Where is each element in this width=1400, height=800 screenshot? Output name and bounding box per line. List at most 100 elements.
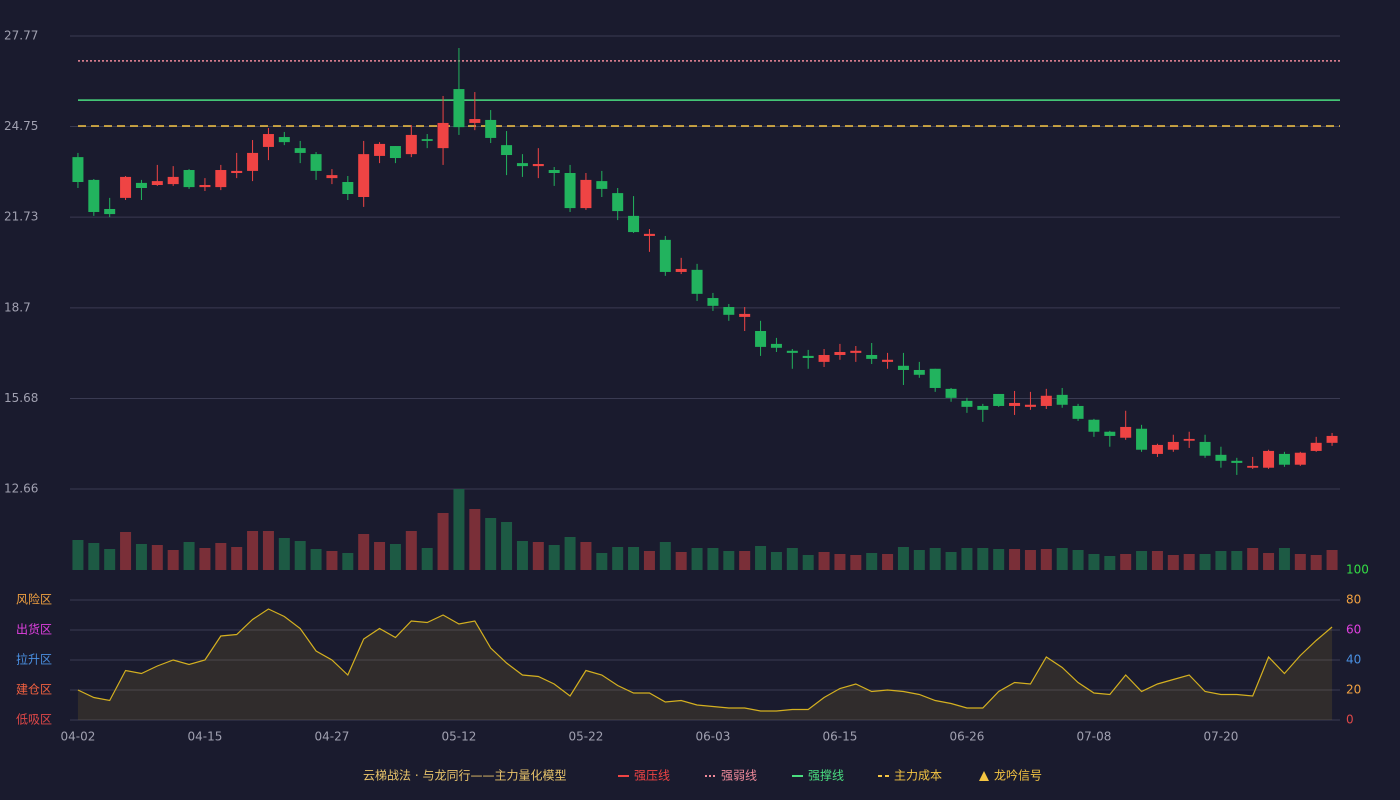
candle-body: [1056, 394, 1068, 405]
candle-body: [786, 350, 798, 353]
volume-bar: [1215, 551, 1227, 570]
candle-body: [1167, 441, 1179, 450]
legend-label: 强撑线: [808, 768, 844, 783]
candle-body: [1009, 402, 1021, 406]
volume-bar: [1294, 554, 1306, 570]
volume-bar: [945, 552, 957, 570]
candle-body: [326, 175, 338, 179]
volume-bar: [1310, 555, 1322, 570]
candle-body: [675, 268, 687, 272]
volume-bar: [786, 548, 798, 570]
volume-bar: [532, 542, 544, 570]
y-tick-label: 21.73: [4, 210, 38, 224]
candle-body: [659, 239, 671, 272]
candle-body: [739, 313, 751, 317]
volume-bar: [913, 550, 925, 570]
volume-bar: [1024, 550, 1036, 570]
y-tick-label: 0: [1346, 713, 1354, 727]
candle-body: [770, 343, 782, 348]
candle-body: [1247, 465, 1259, 468]
volume-bar: [723, 551, 735, 570]
volume-bar: [929, 548, 941, 570]
volume-bar: [247, 531, 259, 570]
candle-body: [1294, 452, 1306, 465]
candle-body: [1072, 405, 1084, 419]
volume-bar: [1278, 548, 1290, 570]
candle-body: [374, 143, 386, 156]
candle-body: [612, 193, 624, 212]
y-tick-label: 20: [1346, 683, 1361, 697]
volume-bar: [1167, 555, 1179, 570]
x-tick-label: 04-27: [315, 730, 350, 744]
volume-bar: [643, 551, 655, 570]
volume-bar: [707, 548, 719, 570]
x-tick-label: 05-12: [442, 730, 477, 744]
candle-body: [1310, 442, 1322, 451]
volume-bar: [1088, 554, 1100, 570]
zone-label: 低吸区: [16, 713, 52, 727]
candle-body: [1120, 426, 1132, 438]
candle-body: [564, 173, 576, 209]
candle-body: [596, 181, 608, 189]
candle-body: [1326, 435, 1338, 443]
candle-body: [897, 365, 909, 370]
volume-bar: [72, 540, 84, 570]
candle-body: [1151, 444, 1163, 454]
volume-bar: [612, 547, 624, 570]
candle-body: [993, 393, 1005, 406]
volume-bar: [628, 547, 640, 570]
candle-body: [262, 134, 274, 147]
y-tick-label: 60: [1346, 623, 1361, 637]
candle-body: [294, 148, 306, 153]
volume-bar: [358, 534, 370, 570]
y-tick-label: 18.7: [4, 300, 31, 314]
volume-bar: [691, 548, 703, 570]
zone-label: 拉升区: [16, 652, 52, 667]
volume-bar: [1136, 551, 1148, 570]
y-tick-label: 27.77: [4, 29, 38, 43]
volume-bar: [802, 555, 814, 570]
volume-bar: [1231, 551, 1243, 570]
volume-bar: [548, 545, 560, 570]
volume-bar: [516, 541, 528, 570]
candle-body: [151, 181, 163, 186]
candle-body: [1136, 428, 1148, 450]
x-tick-label: 06-26: [950, 730, 985, 744]
volume-bar: [1199, 554, 1211, 570]
x-tick-label: 04-02: [61, 730, 96, 744]
volume-bar: [1056, 548, 1068, 570]
x-tick-label: 07-20: [1204, 730, 1239, 744]
zone-label: 建仓区: [16, 683, 52, 697]
volume-bar: [1326, 550, 1338, 570]
candle-body: [1231, 460, 1243, 463]
legend-label: 强弱线: [721, 769, 757, 783]
volume-bar: [199, 548, 211, 570]
volume-bar: [183, 542, 195, 570]
candle-body: [247, 152, 259, 171]
volume-bar: [1040, 549, 1052, 570]
candle-body: [437, 122, 449, 149]
volume-bar: [1072, 550, 1084, 570]
volume-bar: [151, 545, 163, 570]
volume-bar: [326, 551, 338, 570]
candle-body: [913, 369, 925, 375]
volume-bar: [897, 547, 909, 570]
candle-body: [1278, 453, 1290, 465]
candle-body: [628, 215, 640, 233]
candle-body: [1104, 431, 1116, 436]
candle-body: [135, 182, 147, 188]
volume-bar: [405, 531, 417, 570]
volume-bar: [88, 543, 100, 570]
candle-body: [945, 388, 957, 398]
candle-body: [453, 89, 465, 128]
volume-bar: [485, 518, 497, 570]
candle-body: [231, 170, 243, 174]
candle-body: [1199, 441, 1211, 456]
candle-body: [548, 170, 560, 174]
volume-bar: [866, 553, 878, 570]
candle-body: [723, 307, 735, 315]
candle-body: [405, 134, 417, 155]
volume-bar: [1247, 548, 1259, 570]
candle-body: [516, 163, 528, 167]
